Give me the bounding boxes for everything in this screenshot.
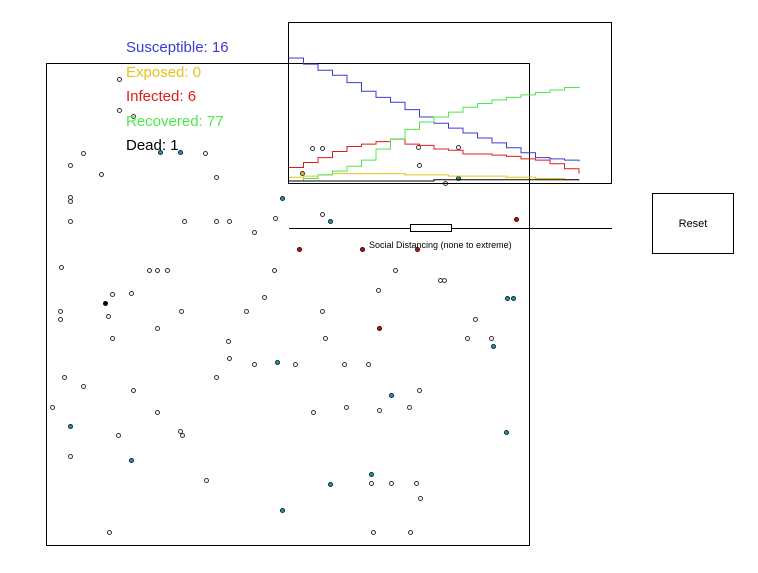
legend-infected: Infected: 6	[126, 88, 197, 105]
social-distancing-label: Social Distancing (none to extreme)	[369, 240, 512, 250]
series-line-recovered	[289, 86, 580, 182]
series-line-susceptible	[289, 57, 580, 162]
social-distancing-slider-thumb[interactable]	[409, 224, 452, 232]
legend-dead: Dead: 1	[126, 137, 179, 154]
reset-button[interactable]: Reset	[652, 193, 734, 254]
legend-exposed: Exposed: 0	[126, 64, 202, 81]
series-line-infected	[289, 138, 580, 174]
legend-recovered: Recovered: 77	[126, 113, 224, 130]
epidemic-chart-svg	[289, 57, 580, 182]
legend-susceptible: Susceptible: 16	[126, 39, 229, 56]
series-line-dead	[289, 179, 579, 182]
epidemic-chart	[288, 22, 612, 184]
